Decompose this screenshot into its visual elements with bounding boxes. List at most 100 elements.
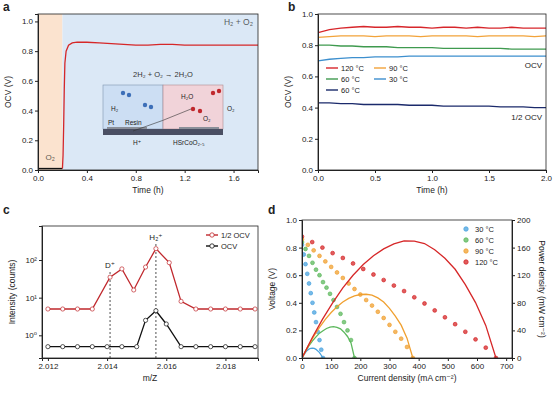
x-axis-title: Current density (mA cm⁻²) [358, 373, 457, 383]
tick-mark [35, 81, 38, 82]
legend-swatch [464, 260, 468, 264]
tick: 0.0 [286, 354, 302, 363]
marker [154, 247, 158, 251]
marker [46, 307, 50, 311]
annotation: D⁺ [105, 261, 115, 270]
annotation-line [155, 243, 156, 358]
tick: 200 [354, 358, 368, 371]
tick: 0.8 [302, 41, 318, 50]
tick-mark [185, 170, 186, 173]
x-axis-title: Time (h) [416, 185, 447, 195]
axis: 0.00.40.81.21.6 [33, 170, 259, 183]
marker [382, 278, 386, 282]
tick-label: 300 [383, 362, 397, 371]
legend-item: 30 °C [374, 75, 408, 84]
legend-item: 120 °C [464, 258, 499, 267]
series-markers [302, 237, 415, 358]
inset-electrode [179, 127, 219, 129]
marker [370, 304, 374, 308]
inset-anode [103, 85, 163, 129]
marker [393, 330, 397, 334]
tick: 0.2 [22, 136, 38, 145]
tick-mark [315, 14, 318, 15]
axis-line [319, 171, 547, 174]
tick: 80 [512, 299, 526, 308]
tick: 2.014 [98, 358, 119, 371]
tick-label: 0.4 [82, 174, 94, 183]
legend: 1/2 OCVOCV [206, 231, 250, 251]
tick-mark [315, 170, 318, 171]
axis-line [39, 171, 259, 174]
marker [312, 248, 316, 252]
series-line [38, 168, 62, 169]
panel: 2.0122.0142.0162.01810⁰10¹10²m/ZIntensit… [3, 203, 259, 383]
tick-label: 1.2 [180, 174, 192, 183]
axis: 0.00.20.40.60.81.0 [302, 10, 319, 175]
tick: 0.4 [302, 104, 318, 113]
axis-line [35, 15, 39, 171]
tick-mark [35, 170, 38, 171]
tick: 0.4 [286, 299, 302, 308]
tick-label: 0.6 [22, 77, 34, 86]
inset-label: H₂ [111, 105, 119, 112]
tick-label: 0.4 [302, 104, 314, 113]
series-line [318, 56, 546, 61]
marker [319, 348, 323, 352]
inset-label: Resin [125, 119, 142, 126]
plot-frame [318, 14, 546, 170]
marker [105, 345, 109, 349]
tick-mark [432, 170, 433, 173]
tick-label: 1.0 [22, 17, 34, 26]
marker [318, 338, 322, 342]
legend-item: 30 °C [464, 225, 495, 234]
tick-mark [512, 330, 515, 331]
marker [311, 261, 315, 265]
tick-label: 0.8 [286, 244, 298, 253]
tick: 500 [442, 358, 456, 371]
tick-label: 1.0 [302, 10, 314, 19]
legend-label: 60 °C [475, 236, 494, 245]
tick-label: 200 [517, 216, 531, 225]
legend-item: 120 °C [326, 64, 365, 73]
tick-mark [87, 170, 88, 173]
marker [305, 272, 309, 276]
tick-mark [35, 51, 38, 52]
tick-label: 600 [471, 362, 485, 371]
axis: 0100200300400500600700 [300, 358, 514, 371]
tick-label: 0.4 [286, 299, 298, 308]
marker [310, 240, 314, 244]
tick: 0 [512, 354, 522, 363]
tick-label: 2.018 [216, 362, 237, 371]
axis-line [43, 359, 259, 362]
y-axis-title: Intensity (counts) [7, 259, 17, 324]
tick: 0.2 [286, 326, 302, 335]
marker [135, 345, 139, 349]
tick: 0.0 [313, 170, 325, 183]
tick-label: 0.8 [131, 174, 143, 183]
legend-swatch [374, 67, 386, 68]
tick: 0.0 [22, 166, 38, 175]
marker [364, 298, 368, 302]
tick: 0.6 [22, 77, 38, 86]
marker [463, 330, 467, 334]
marker [120, 345, 124, 349]
axis-line [513, 221, 516, 359]
marker [238, 345, 242, 349]
tick-label: 0.0 [313, 174, 325, 183]
legend-item: 90 °C [374, 64, 408, 73]
inset-molecule [217, 89, 221, 93]
tick-label: 2.012 [38, 362, 59, 371]
tick-mark [225, 358, 226, 361]
marker [328, 292, 332, 296]
tick-mark [448, 358, 449, 361]
legend-swatch [326, 78, 338, 79]
marker [323, 260, 327, 264]
legend-label: 60 °C [341, 86, 360, 95]
marker [443, 315, 447, 319]
marker [238, 307, 242, 311]
tick-mark [512, 248, 515, 249]
tick-mark [512, 220, 515, 221]
tick-label: 0 [517, 354, 522, 363]
axis: 0.00.20.40.60.81.0 [286, 216, 303, 363]
marker [372, 273, 376, 277]
